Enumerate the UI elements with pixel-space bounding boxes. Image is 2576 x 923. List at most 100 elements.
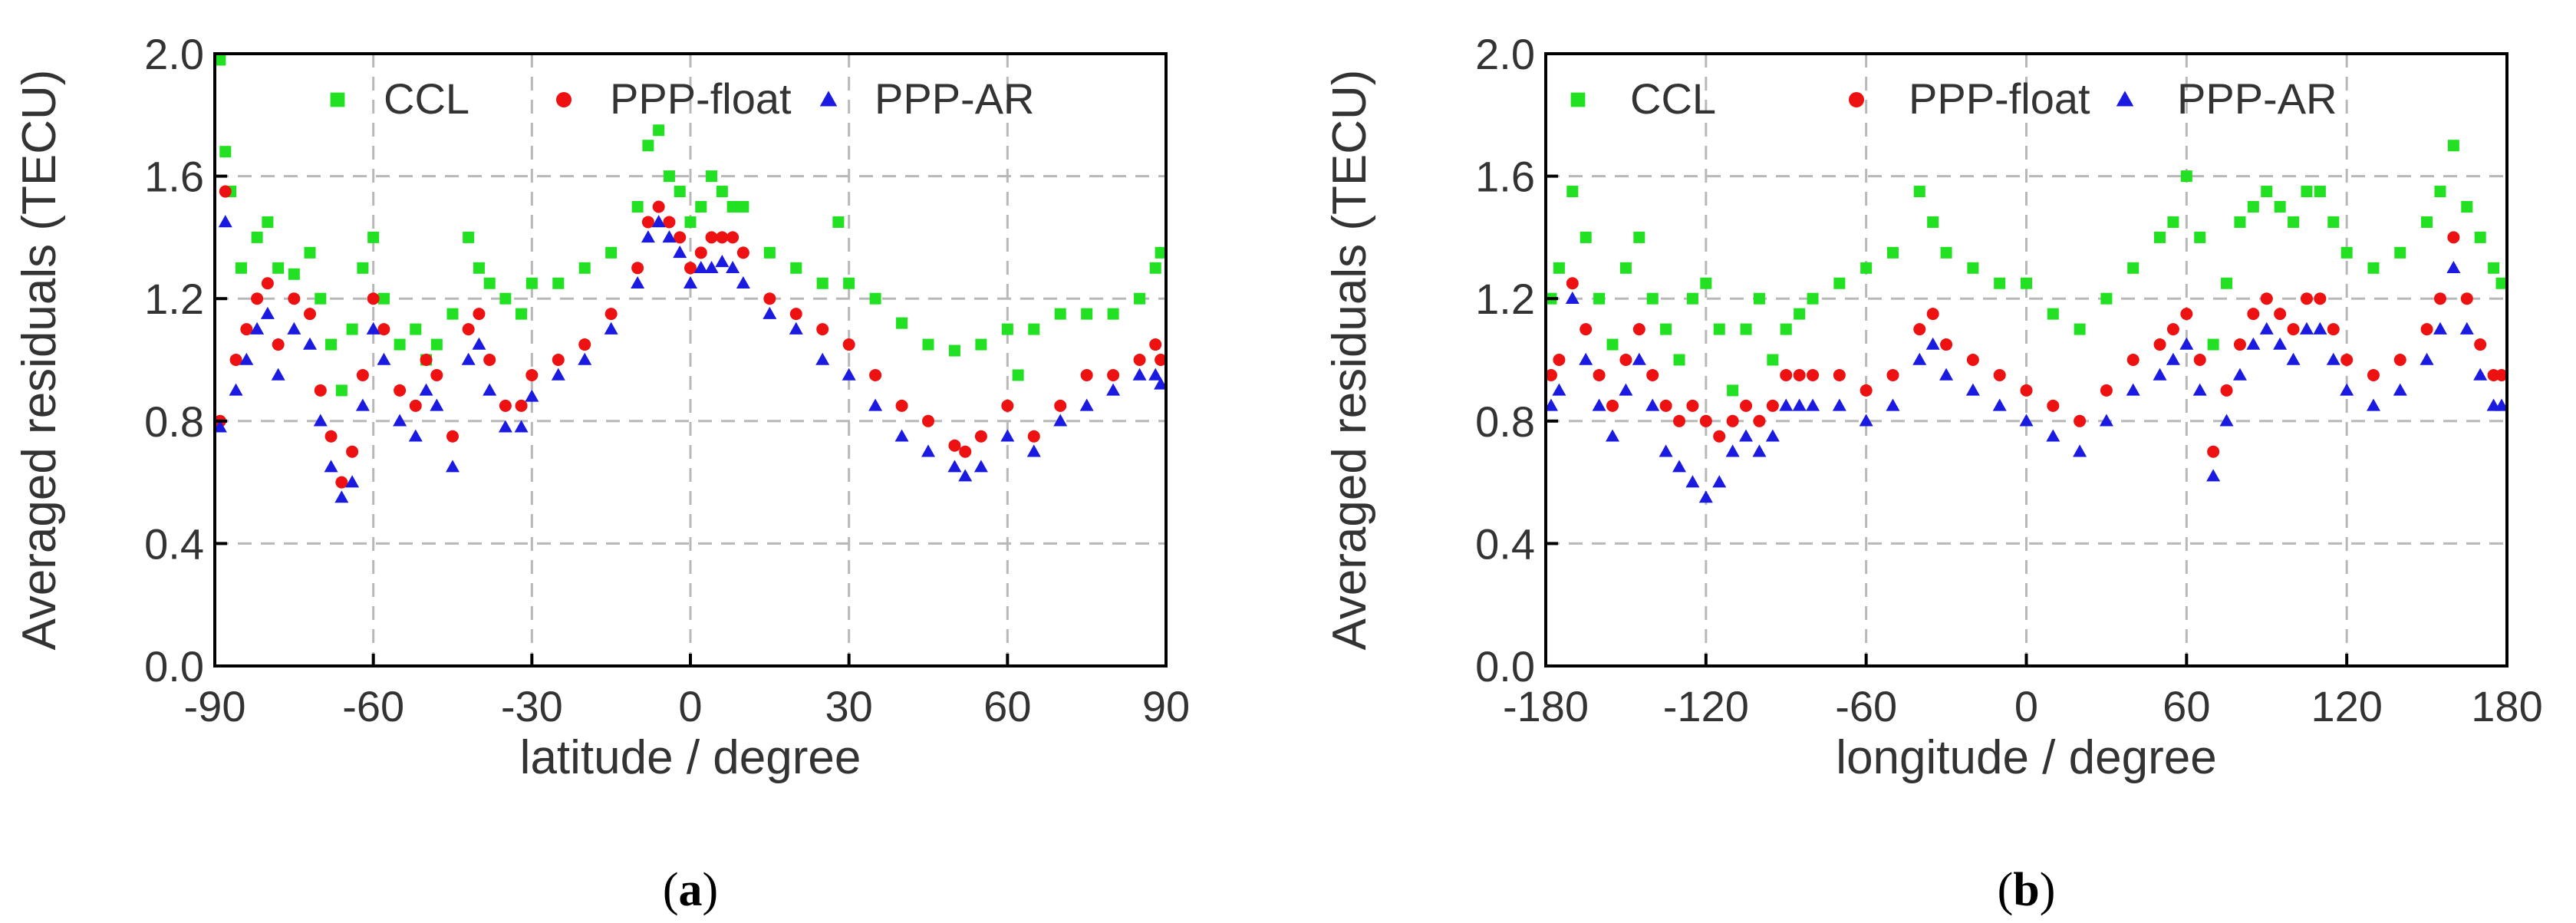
y-tick-label: 1.6	[1475, 153, 1535, 201]
data-point	[2275, 201, 2286, 213]
x-tick-label: 60	[983, 682, 1031, 730]
data-point	[1619, 384, 1632, 396]
data-point	[2206, 469, 2220, 481]
data-point	[1645, 399, 1659, 411]
data-point	[2046, 429, 2060, 441]
x-tick-label: -30	[501, 682, 563, 730]
data-point	[1927, 216, 1939, 228]
data-point	[948, 440, 960, 452]
data-point	[552, 368, 565, 381]
data-point	[1579, 353, 1593, 365]
data-point	[2421, 216, 2433, 228]
scatter-chart-a: -90 -60 -30 0 30 60 900.00.40.81.21.62.0latitu…	[0, 0, 1273, 923]
data-point	[716, 231, 728, 243]
data-point	[832, 216, 844, 228]
data-point	[315, 384, 327, 397]
data-point	[605, 247, 617, 259]
data-point	[420, 384, 433, 396]
data-point	[715, 255, 729, 267]
data-point	[2246, 338, 2260, 350]
data-point	[1860, 262, 1872, 274]
data-point	[1081, 308, 1092, 320]
data-point	[2208, 339, 2219, 351]
data-point	[483, 384, 496, 396]
data-point	[2434, 186, 2446, 197]
data-point	[1054, 400, 1066, 412]
data-point	[325, 339, 337, 351]
data-point	[2207, 446, 2219, 458]
data-point	[1886, 369, 1899, 381]
data-point	[2234, 216, 2245, 228]
data-point	[1055, 308, 1066, 320]
data-point	[1713, 430, 1725, 443]
data-point	[1002, 324, 1013, 335]
data-point	[2327, 216, 2339, 228]
data-point	[1887, 247, 1899, 259]
data-point	[357, 262, 368, 274]
data-point	[1940, 338, 1952, 351]
data-point	[1580, 323, 1592, 335]
legend-label: PPP-AR	[875, 74, 1035, 123]
data-point	[1714, 324, 1725, 335]
data-point	[473, 308, 485, 320]
x-tick-label: 0	[678, 682, 702, 730]
legend-marker	[331, 93, 345, 107]
data-point	[2100, 293, 2112, 305]
data-point	[641, 230, 655, 242]
data-point	[695, 246, 707, 259]
data-point	[1967, 262, 1978, 274]
data-point	[922, 415, 934, 427]
data-point	[706, 231, 718, 243]
data-point	[473, 262, 485, 274]
data-point	[463, 232, 474, 243]
data-point	[1700, 278, 1711, 289]
data-point	[484, 278, 496, 289]
data-point	[674, 186, 686, 197]
data-point	[1553, 262, 1565, 274]
data-point	[1028, 324, 1039, 335]
data-point	[1660, 400, 1672, 412]
data-point	[870, 293, 881, 305]
panel-caption: (b)	[1998, 864, 2056, 916]
data-point	[2127, 262, 2139, 274]
data-point	[1552, 384, 1566, 396]
data-point	[219, 186, 232, 198]
data-point	[304, 308, 316, 320]
data-point	[552, 278, 564, 289]
data-point	[869, 369, 881, 381]
data-point	[579, 262, 591, 274]
data-point	[726, 231, 739, 243]
data-point	[336, 384, 348, 396]
data-point	[325, 430, 338, 443]
data-point	[1672, 460, 1686, 472]
data-point	[1727, 415, 1739, 427]
data-point	[2474, 338, 2486, 351]
data-point	[1740, 400, 1752, 412]
data-point	[272, 368, 285, 381]
y-axis-label: Averaged residuals (TECU)	[13, 70, 66, 651]
y-tick-label: 0.8	[144, 397, 204, 446]
data-point	[261, 307, 275, 319]
grid	[215, 54, 1166, 666]
data-point	[2154, 338, 2166, 351]
data-point	[673, 246, 687, 258]
data-point	[975, 339, 987, 351]
data-point	[642, 140, 654, 151]
data-point	[1727, 384, 1738, 396]
data-point	[2021, 278, 2032, 289]
data-point	[288, 269, 300, 280]
legend-marker	[1849, 92, 1864, 107]
data-point	[2301, 292, 2313, 305]
data-point	[1912, 353, 1926, 365]
data-point	[446, 460, 460, 472]
data-point	[843, 278, 855, 289]
y-tick-label: 0.0	[144, 642, 204, 691]
data-point	[2194, 232, 2205, 243]
data-point	[2340, 384, 2354, 396]
data-point	[1633, 323, 1645, 335]
data-point	[2166, 353, 2180, 365]
data-point	[1028, 430, 1040, 443]
data-point	[764, 247, 776, 259]
data-point	[1927, 308, 1939, 320]
data-point	[949, 345, 960, 357]
